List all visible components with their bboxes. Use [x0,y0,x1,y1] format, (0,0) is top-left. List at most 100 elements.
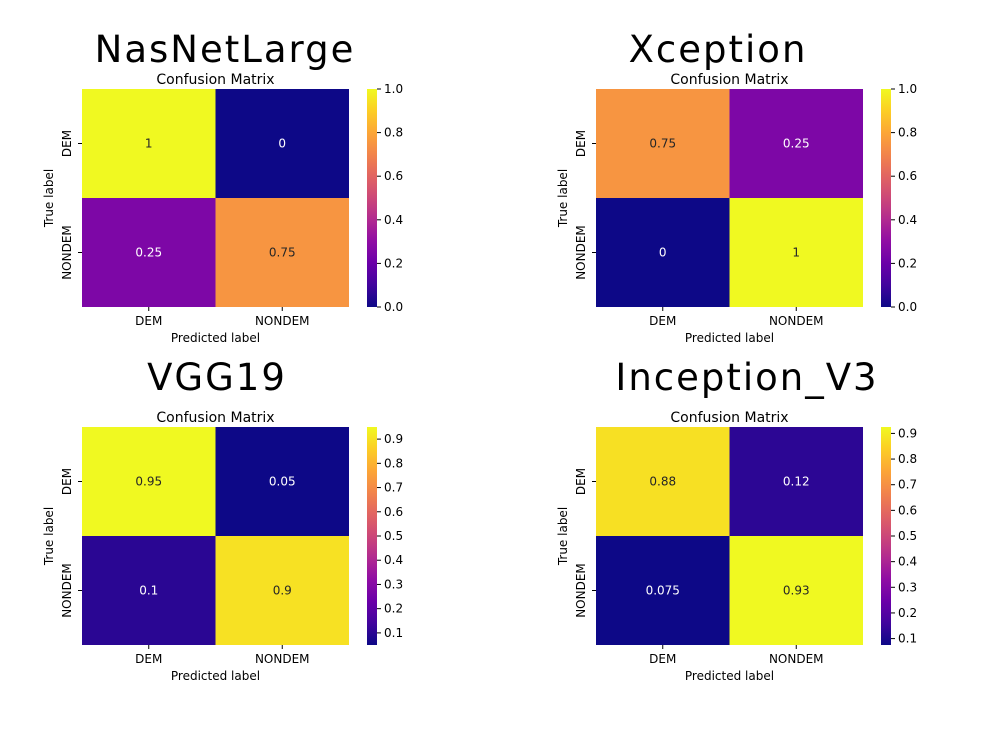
cell-value-label: 0.25 [135,246,162,260]
colorbar-tick-label: 0.6 [898,169,917,183]
heatmap-cell [82,427,216,536]
colorbar-tick-label: 0.1 [898,632,917,646]
colorbar-tick-label: 1.0 [898,82,917,96]
chart-title: Confusion Matrix [156,410,274,426]
y-axis-label: True label [556,169,570,228]
heatmap-cell [596,198,730,307]
colorbar-tick-label: 0.2 [898,606,917,620]
y-tick-label: DEM [60,468,74,495]
heatmap-cell [215,427,349,536]
colorbar-tick-label: 0.6 [384,169,403,183]
x-tick-label: DEM [135,314,162,328]
colorbar-tick-label: 1.0 [384,82,403,96]
cell-value-label: 0 [659,246,667,260]
colorbar-tick-label: 0.2 [898,256,917,270]
heatmap-cell [82,198,216,307]
heatmap-cell [215,536,349,645]
x-tick-label: DEM [135,652,162,666]
colorbar [881,89,891,307]
chart-title: Confusion Matrix [670,410,788,426]
cell-value-label: 0.75 [649,137,676,151]
colorbar-tick-label: 0.9 [898,426,917,440]
cell-value-label: 0.95 [135,475,162,489]
y-axis-label: True label [556,507,570,566]
heatmap-cell [729,89,863,198]
heatmap-cell [82,536,216,645]
heatmap-cell [596,427,730,536]
colorbar [367,427,377,645]
colorbar-tick-label: 0.0 [898,300,917,314]
y-tick-label: NONDEM [60,225,74,280]
colorbar-tick-label: 0.8 [384,126,403,140]
y-axis-label: True label [42,169,56,228]
colorbar-tick-label: 0.8 [898,452,917,466]
model-title: NasNetLarge [95,28,356,71]
y-tick-label: DEM [574,130,588,157]
x-tick-label: DEM [649,652,676,666]
colorbar-tick-label: 0.2 [384,602,403,616]
colorbar-tick-label: 0.6 [898,503,917,517]
model-title: Inception_V3 [615,356,878,399]
cell-value-label: 0.93 [783,584,810,598]
model-title: Xception [629,28,808,71]
colorbar-tick-label: 0.0 [384,300,403,314]
colorbar [881,427,891,645]
confusion-panel-3: VGG19 Confusion Matrix 0.95 0.05 0.1 0.9 DEM NO… [42,356,403,683]
heatmap-cell [215,89,349,198]
cell-value-label: 0.75 [269,246,296,260]
colorbar-tick-label: 0.4 [898,555,917,569]
chart-title: Confusion Matrix [670,72,788,88]
x-tick-label: NONDEM [255,652,310,666]
colorbar-tick-label: 0.4 [898,213,917,227]
cell-value-label: 0.25 [783,137,810,151]
y-tick-label: NONDEM [574,225,588,280]
cell-value-label: 0.1 [139,584,158,598]
colorbar-tick-label: 0.5 [898,529,917,543]
heatmap-cell [596,89,730,198]
colorbar-tick-label: 0.2 [384,256,403,270]
confusion-panel-4: Inception_V3 Confusion Matrix 0.88 0.12 0.07… [556,356,917,683]
x-axis-label: Predicted label [171,331,260,345]
colorbar-tick-label: 0.5 [384,529,403,543]
colorbar-tick-label: 0.3 [898,580,917,594]
heatmap-cell [82,89,216,198]
cell-value-label: 0.075 [646,584,680,598]
colorbar-tick-label: 0.9 [384,432,403,446]
y-tick-label: NONDEM [60,563,74,618]
colorbar-tick-label: 0.4 [384,213,403,227]
x-axis-label: Predicted label [171,669,260,683]
x-axis-label: Predicted label [685,669,774,683]
heatmap-cell [729,198,863,307]
y-tick-label: NONDEM [574,563,588,618]
x-tick-label: NONDEM [255,314,310,328]
x-axis-label: Predicted label [685,331,774,345]
colorbar-tick-label: 0.4 [384,553,403,567]
colorbar-tick-label: 0.8 [384,456,403,470]
colorbar-tick-label: 0.1 [384,626,403,640]
cell-value-label: 0 [278,137,286,151]
y-tick-label: DEM [574,468,588,495]
colorbar-tick-label: 0.7 [384,481,403,495]
heatmap-cell [729,536,863,645]
model-title: VGG19 [147,356,287,399]
colorbar [367,89,377,307]
cell-value-label: 0.05 [269,475,296,489]
heatmap-cell [596,536,730,645]
heatmap-cell [215,198,349,307]
colorbar-tick-label: 0.6 [384,505,403,519]
colorbar-tick-label: 0.8 [898,126,917,140]
cell-value-label: 0.9 [273,584,292,598]
chart-title: Confusion Matrix [156,72,274,88]
cell-value-label: 0.88 [649,475,676,489]
colorbar-tick-label: 0.3 [384,577,403,591]
colorbar-tick-label: 0.7 [898,478,917,492]
cell-value-label: 1 [792,246,800,260]
y-axis-label: True label [42,507,56,566]
x-tick-label: DEM [649,314,676,328]
cell-value-label: 0.12 [783,475,810,489]
cell-value-label: 1 [145,137,153,151]
